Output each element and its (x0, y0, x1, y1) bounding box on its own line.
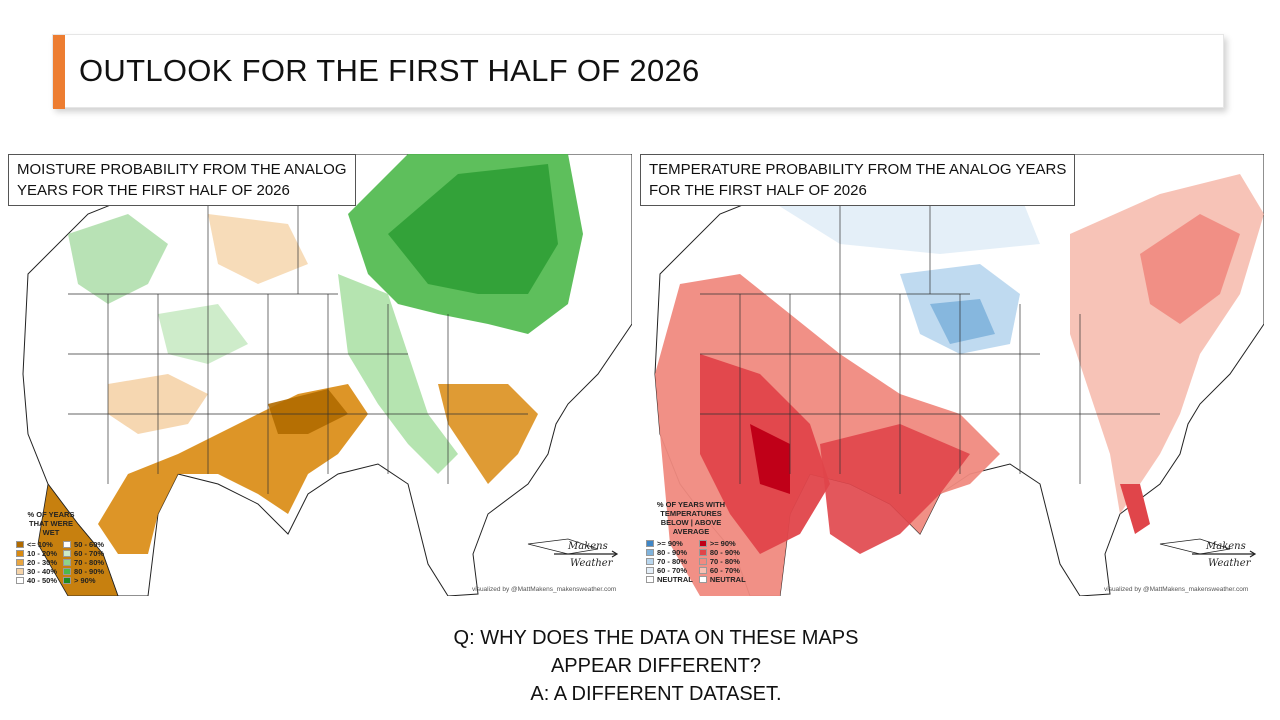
temperature-title-line2: FOR THE FIRST HALF OF 2026 (649, 182, 867, 199)
legend-swatch (698, 558, 707, 565)
legend-label: 80 - 90% (709, 548, 740, 557)
legend-entry: 80 - 90% (698, 548, 746, 557)
legend-label: 60 - 70% (74, 549, 105, 558)
legend-swatch (16, 577, 24, 584)
legend-swatch (698, 549, 707, 556)
legend-label: 50 - 60% (74, 540, 105, 549)
temperature-credit: visualized by @MattMakens_makensweather.… (1104, 586, 1249, 593)
legend-label: 10 - 20% (27, 549, 58, 558)
legend-entry: 70 - 80% (646, 557, 693, 566)
legend-label: >= 90% (709, 539, 736, 548)
moisture-legend-heading: % OF YEARS THAT WERE WET (27, 510, 75, 537)
legend-label: 70 - 80% (657, 557, 688, 566)
legend-entry: > 90% (63, 576, 104, 585)
legend-entry: NEUTRAL (646, 575, 693, 584)
legend-swatch (646, 576, 654, 583)
legend-entry: 60 - 70% (63, 549, 104, 558)
legend-label: 30 - 40% (27, 567, 58, 576)
legend-entry: 70 - 80% (698, 557, 746, 566)
legend-swatch (16, 559, 24, 566)
legend-entry: >= 90% (698, 539, 746, 548)
legend-swatch (16, 568, 24, 575)
legend-label: <= 10% (27, 540, 53, 549)
legend-swatch (646, 549, 654, 556)
legend-label: >= 90% (657, 539, 683, 548)
legend-label: 70 - 80% (709, 557, 740, 566)
legend-swatch (16, 541, 24, 548)
makens-weather-logo: Makens Weather (550, 537, 620, 571)
qa-text: Q: WHY DOES THE DATA ON THESE MAPS APPEA… (0, 624, 1280, 708)
legend-label: 20 - 30% (27, 558, 58, 567)
legend-entry: <= 10% (16, 540, 57, 549)
moisture-legend: % OF YEARS THAT WERE WET <= 10% 10 - 20% 2… (16, 510, 104, 585)
legend-label: 70 - 80% (74, 558, 105, 567)
legend-swatch (63, 577, 72, 584)
legend-entry: NEUTRAL (698, 575, 746, 584)
moisture-map-graphic (22, 154, 632, 596)
legend-label: 80 - 90% (657, 548, 688, 557)
svg-text:Weather: Weather (570, 558, 614, 569)
temperature-legend: % OF YEARS WITH TEMPERATURES BELOW | ABO… (646, 500, 746, 584)
moisture-map-title: MOISTURE PROBABILITY FROM THE ANALOG YEA… (8, 154, 356, 206)
legend-swatch (63, 559, 72, 566)
legend-label: NEUTRAL (709, 575, 746, 584)
legend-label: 60 - 70% (709, 566, 740, 575)
title-accent-bar (53, 35, 65, 109)
legend-swatch (16, 550, 24, 557)
temperature-map-graphic (654, 154, 1264, 596)
qa-question-line1: Q: WHY DOES THE DATA ON THESE MAPS (453, 627, 859, 649)
legend-swatch (698, 576, 707, 583)
temperature-map-title: TEMPERATURE PROBABILITY FROM THE ANALOG … (640, 154, 1076, 206)
temperature-map: TEMPERATURE PROBABILITY FROM THE ANALOG … (640, 154, 1264, 596)
legend-label: 60 - 70% (657, 566, 688, 575)
legend-entry: >= 90% (646, 539, 693, 548)
legend-entry: 30 - 40% (16, 567, 57, 576)
slide-title-bar: OUTLOOK FOR THE FIRST HALF OF 2026 (52, 34, 1224, 109)
legend-swatch (646, 558, 654, 565)
legend-swatch (63, 568, 72, 575)
legend-label: 80 - 90% (74, 567, 105, 576)
slide-title: OUTLOOK FOR THE FIRST HALF OF 2026 (79, 53, 700, 88)
legend-label: > 90% (74, 576, 96, 585)
legend-label: NEUTRAL (657, 575, 693, 584)
legend-entry: 70 - 80% (63, 558, 104, 567)
legend-entry: 40 - 50% (16, 576, 57, 585)
legend-entry: 20 - 30% (16, 558, 57, 567)
moisture-title-line1: MOISTURE PROBABILITY FROM THE ANALOG (17, 161, 347, 178)
legend-swatch (646, 540, 654, 547)
makens-weather-logo: Makens Weather (1188, 537, 1258, 571)
legend-swatch (646, 567, 654, 574)
legend-swatch (698, 567, 707, 574)
svg-text:Makens: Makens (1205, 541, 1246, 552)
legend-entry: 80 - 90% (646, 548, 693, 557)
moisture-map: MOISTURE PROBABILITY FROM THE ANALOG YEA… (8, 154, 632, 596)
qa-answer: A: A DIFFERENT DATASET. (530, 683, 782, 705)
legend-entry: 50 - 60% (63, 540, 104, 549)
legend-swatch (63, 541, 72, 548)
legend-label: 40 - 50% (27, 576, 58, 585)
temperature-legend-heading: % OF YEARS WITH TEMPERATURES BELOW | ABO… (656, 500, 726, 536)
moisture-credit: visualized by @MattMakens_makensweather.… (472, 586, 617, 593)
legend-entry: 60 - 70% (698, 566, 746, 575)
legend-swatch (698, 540, 707, 547)
legend-entry: 10 - 20% (16, 549, 57, 558)
legend-swatch (63, 550, 72, 557)
legend-entry: 60 - 70% (646, 566, 693, 575)
qa-question-line2: APPEAR DIFFERENT? (550, 655, 762, 677)
svg-text:Weather: Weather (1208, 558, 1252, 569)
moisture-title-line2: YEARS FOR THE FIRST HALF OF 2026 (17, 182, 290, 199)
temperature-title-line1: TEMPERATURE PROBABILITY FROM THE ANALOG … (649, 161, 1067, 178)
svg-text:Makens: Makens (567, 541, 608, 552)
legend-entry: 80 - 90% (63, 567, 104, 576)
